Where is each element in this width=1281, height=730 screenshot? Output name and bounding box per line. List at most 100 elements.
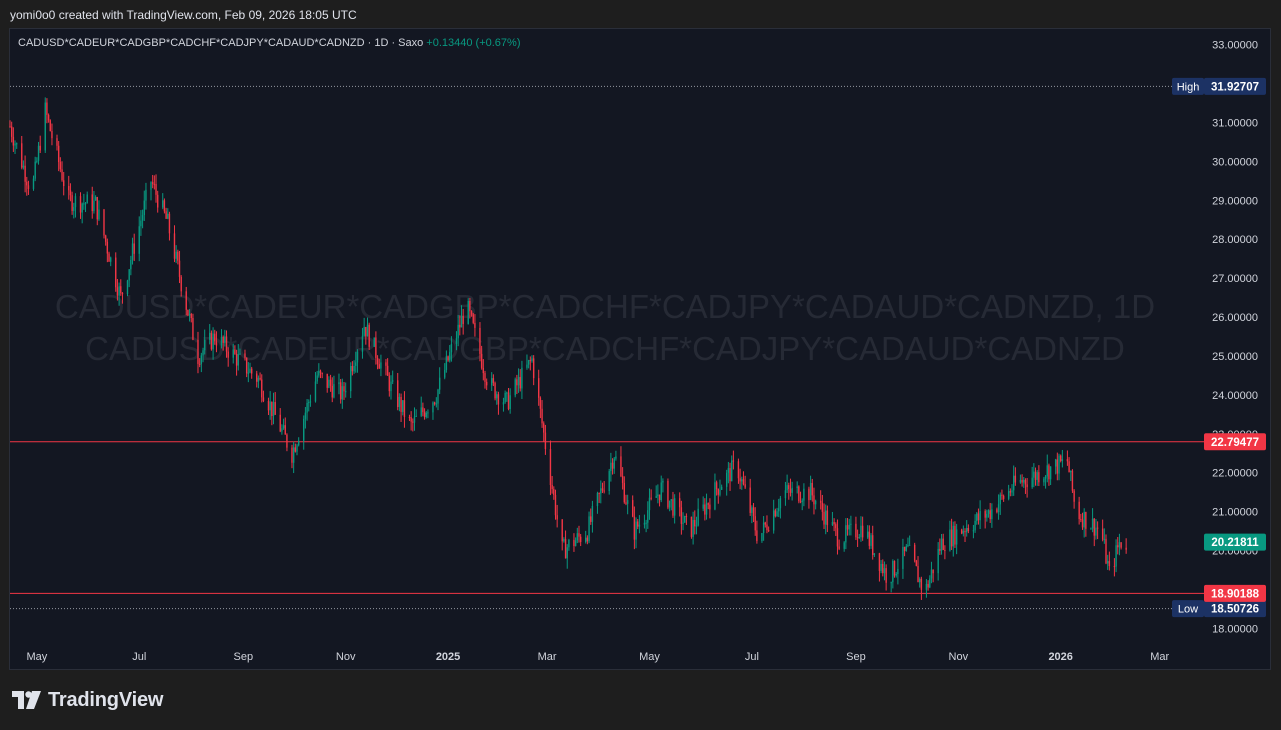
candle-body xyxy=(519,377,521,389)
candle-body xyxy=(344,391,347,393)
candle-body xyxy=(373,337,375,347)
high-label-bg xyxy=(1172,77,1204,95)
x-tick-label: Mar xyxy=(1150,651,1169,663)
candle-body xyxy=(1019,479,1022,483)
candle-body xyxy=(1034,471,1037,480)
candle-body xyxy=(32,178,35,189)
candle-body xyxy=(1115,545,1117,567)
candle-body xyxy=(848,524,850,530)
candle-body xyxy=(954,525,956,545)
candle-body xyxy=(1007,491,1010,499)
watermark-line: CADUSD*CADEUR*CADGBP*CADCHF*CADJPY*CADAU… xyxy=(55,288,1155,325)
candle-body xyxy=(749,487,751,513)
candle-body xyxy=(692,519,694,537)
legend-change: +0.13440 (+0.67%) xyxy=(426,37,520,49)
candle-body xyxy=(578,533,580,537)
candle-body xyxy=(999,494,1001,505)
candle-body xyxy=(282,425,285,429)
candle-body xyxy=(390,381,392,392)
x-tick-label: 2026 xyxy=(1048,651,1072,663)
candle-body xyxy=(972,530,975,532)
candle-body xyxy=(920,578,923,590)
candle-body xyxy=(474,322,476,328)
candle-body xyxy=(209,332,211,340)
candle-body xyxy=(423,412,426,417)
tradingview-logo[interactable]: TradingView xyxy=(12,688,163,712)
candle-body xyxy=(673,498,676,516)
candle-body xyxy=(425,412,427,417)
candle-body xyxy=(203,339,206,351)
candle-body xyxy=(1120,542,1122,548)
candle-body xyxy=(210,332,213,350)
candle-body xyxy=(318,370,320,376)
candle-body xyxy=(214,333,216,342)
candle-body xyxy=(714,482,716,510)
candle-body xyxy=(49,120,51,131)
candle-body xyxy=(860,525,862,538)
candle-body xyxy=(648,497,651,511)
candle-body xyxy=(365,327,367,337)
candle-body xyxy=(507,392,510,410)
candle-body xyxy=(61,169,63,181)
low-label-bg xyxy=(1172,600,1204,618)
candle-body xyxy=(1023,479,1025,483)
candle-body xyxy=(821,502,824,512)
candle-body xyxy=(79,196,82,213)
candle-body xyxy=(997,504,1000,513)
candle-body xyxy=(556,515,558,520)
candle-body xyxy=(185,291,187,310)
candle-body xyxy=(494,382,496,399)
candle-body xyxy=(86,194,88,204)
candle-body xyxy=(626,500,629,504)
candle-body xyxy=(819,500,822,503)
candle-body xyxy=(950,529,953,547)
candle-body xyxy=(1113,566,1116,568)
candle-body xyxy=(756,530,758,542)
candle-body xyxy=(725,472,728,487)
candle-body xyxy=(838,546,840,549)
candle-body xyxy=(526,364,528,368)
candle-body xyxy=(917,566,919,583)
candle-body xyxy=(130,259,132,270)
candle-body xyxy=(1046,465,1048,477)
candle-body xyxy=(694,519,696,527)
low-price-badge-bg xyxy=(1204,600,1266,618)
candle-body xyxy=(197,339,199,364)
candle-body xyxy=(850,523,852,525)
watermark-line: CADUSD*CADEUR*CADGBP*CADCHF*CADJPY*CADAU… xyxy=(85,330,1125,367)
candle-body xyxy=(1096,527,1099,529)
candle-body xyxy=(893,560,896,576)
candle-body xyxy=(74,196,77,208)
candle-body xyxy=(427,412,429,414)
candle-body xyxy=(457,324,459,339)
candle-body xyxy=(786,485,788,491)
candle-body xyxy=(831,521,834,526)
candle-body xyxy=(932,569,934,574)
candle-body xyxy=(937,548,939,574)
candle-body xyxy=(480,353,483,368)
candle-body xyxy=(319,370,322,374)
candle-body xyxy=(662,480,664,483)
candle-body xyxy=(798,486,800,502)
x-tick-label: Jul xyxy=(745,651,759,663)
candle-body xyxy=(308,402,310,404)
candle-body xyxy=(974,520,976,531)
candle-body xyxy=(245,357,248,374)
low-price-badge: 18.50726 xyxy=(1211,604,1259,616)
high-price-badge-bg xyxy=(1204,77,1266,95)
chart-frame[interactable] xyxy=(9,28,1271,670)
candle-body xyxy=(249,368,251,373)
candle-body xyxy=(532,358,535,379)
candle-body xyxy=(826,510,829,526)
candle-body xyxy=(104,235,107,242)
candle-body xyxy=(106,241,109,254)
candle-body xyxy=(684,516,686,523)
candle-body xyxy=(1014,475,1017,483)
candle-body xyxy=(779,498,782,509)
candle-body xyxy=(949,529,951,551)
candle-body xyxy=(83,203,85,205)
candle-body xyxy=(529,360,532,362)
candle-body xyxy=(131,243,134,260)
candle-body xyxy=(596,493,599,507)
